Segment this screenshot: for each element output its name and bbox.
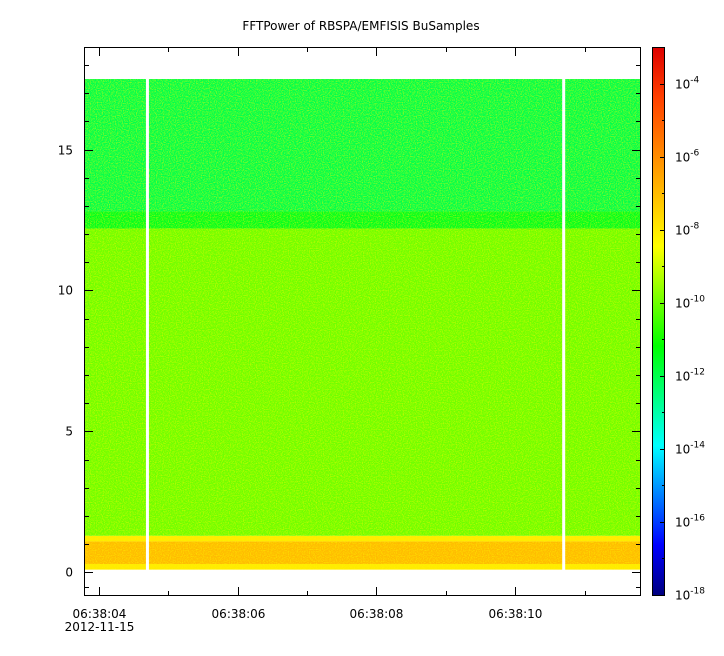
plot-frame	[84, 47, 641, 596]
y-tick-label-10: 10	[58, 284, 73, 298]
y-tick-label-15: 15	[58, 144, 73, 158]
data-gap-2	[562, 78, 566, 571]
colorbar-scale	[652, 47, 665, 595]
band-texture-5	[85, 211, 640, 229]
colorbar-tick-label: 10-6	[675, 149, 700, 165]
band-texture-4	[85, 228, 640, 536]
x-tick-label-3: 06:38:08	[350, 607, 404, 621]
colorbar-tick-label: 10-12	[675, 368, 705, 384]
colorbar-tick-label: 10-4	[675, 76, 700, 92]
band-texture-1	[85, 563, 640, 570]
colorbar-tick-label: 10-10	[675, 295, 705, 311]
x-tick-label-1: 06:38:04	[73, 607, 127, 621]
colorbar-frame	[652, 47, 665, 596]
colorbar-tick-label: 10-16	[675, 514, 705, 530]
colorbar-tick-label: 10-8	[675, 222, 700, 238]
colorbar-tick-label: 10-14	[675, 441, 705, 457]
band-texture-3	[85, 535, 640, 542]
x-tick-label-2: 06:38:06	[212, 607, 266, 621]
y-axis: 0 5 10 15	[58, 65, 640, 588]
y-tick-label-5: 5	[65, 425, 73, 439]
x-tick-date-label: 2012-11-15	[65, 620, 135, 634]
chart-title: FFTPower of RBSPA/EMFISIS BuSamples	[242, 19, 479, 33]
x-tick-label-4: 06:38:10	[489, 607, 543, 621]
band-texture-2	[85, 541, 640, 564]
spectrogram-noise	[85, 79, 640, 570]
y-tick-label-0: 0	[65, 566, 73, 580]
data-gap-1	[145, 78, 149, 571]
colorbar-tick-label: 10-18	[675, 587, 705, 603]
band-texture-6	[85, 79, 640, 212]
colorbar: 10-4 10-6 10-8 10-10 10-12 10-14 10-16 10-18	[652, 47, 705, 603]
data-gaps	[145, 78, 566, 571]
